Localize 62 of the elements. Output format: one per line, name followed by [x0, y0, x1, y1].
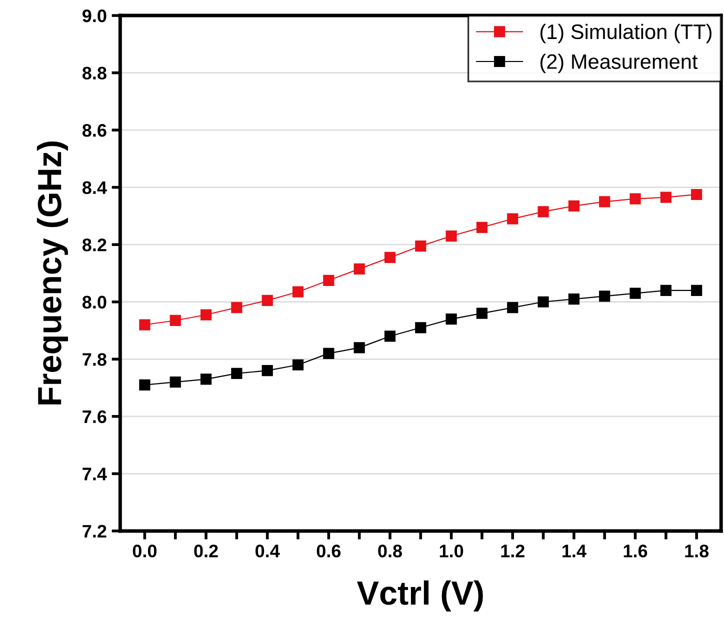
point [660, 284, 672, 296]
x-tick-label: 1.2 [501, 544, 524, 558]
point [170, 376, 181, 388]
point [630, 193, 641, 204]
point [599, 196, 610, 208]
x-tick-label: 0.4 [256, 544, 280, 558]
x-tick-label: 0.6 [316, 544, 341, 558]
legend-label: (1) Simulation (TT) [540, 24, 712, 44]
y-tick-label: 7.2 [82, 524, 106, 538]
point [323, 274, 334, 286]
point [660, 192, 672, 203]
x-tick-label: 1.6 [624, 544, 648, 558]
point [170, 314, 181, 326]
x-axis-title: Vctrl (V) [356, 580, 483, 612]
point [292, 286, 304, 298]
point [630, 288, 641, 299]
point [538, 296, 549, 308]
point [200, 374, 212, 385]
point [354, 342, 365, 354]
point [384, 330, 396, 342]
y-tick-label: 8.0 [82, 296, 106, 309]
point [476, 308, 488, 319]
y-tick-label: 7.4 [82, 468, 107, 480]
point [507, 302, 518, 314]
x-tick-label: 0.8 [378, 544, 402, 558]
point [599, 290, 610, 302]
x-tick-label: 1.4 [562, 544, 586, 558]
y-tick-label: 7.6 [82, 410, 106, 424]
point [262, 294, 273, 306]
y-tick-label: 8.8 [82, 66, 106, 80]
point [568, 293, 580, 305]
point [354, 263, 365, 274]
legend-label: (2) Measurement [540, 54, 698, 74]
point [231, 368, 242, 380]
point [415, 322, 426, 334]
point [323, 348, 334, 359]
x-tick-label: 0.2 [194, 544, 218, 558]
point [231, 302, 242, 314]
point [200, 309, 212, 320]
point [538, 206, 549, 218]
y-tick-label: 8.2 [82, 238, 106, 252]
y-axis-title: Frequency (GHz) [36, 142, 68, 404]
y-tick-label: 8.6 [82, 124, 106, 137]
point [262, 365, 273, 376]
point [446, 314, 457, 325]
point [446, 230, 457, 242]
y-tick-label: 8.4 [82, 181, 107, 194]
point [568, 200, 580, 212]
x-tick-label: 0.0 [132, 544, 157, 558]
y-tick-label: 9.0 [82, 9, 106, 22]
point [292, 359, 304, 370]
y-tick-label: 7.8 [82, 353, 106, 366]
point [691, 188, 702, 200]
point [139, 319, 150, 330]
point [415, 240, 426, 252]
point [507, 213, 518, 224]
point [384, 252, 396, 264]
point [691, 284, 702, 296]
x-tick-label: 1.8 [685, 544, 709, 558]
point [476, 222, 488, 233]
x-tick-label: 1.0 [440, 544, 464, 558]
point [139, 379, 150, 390]
